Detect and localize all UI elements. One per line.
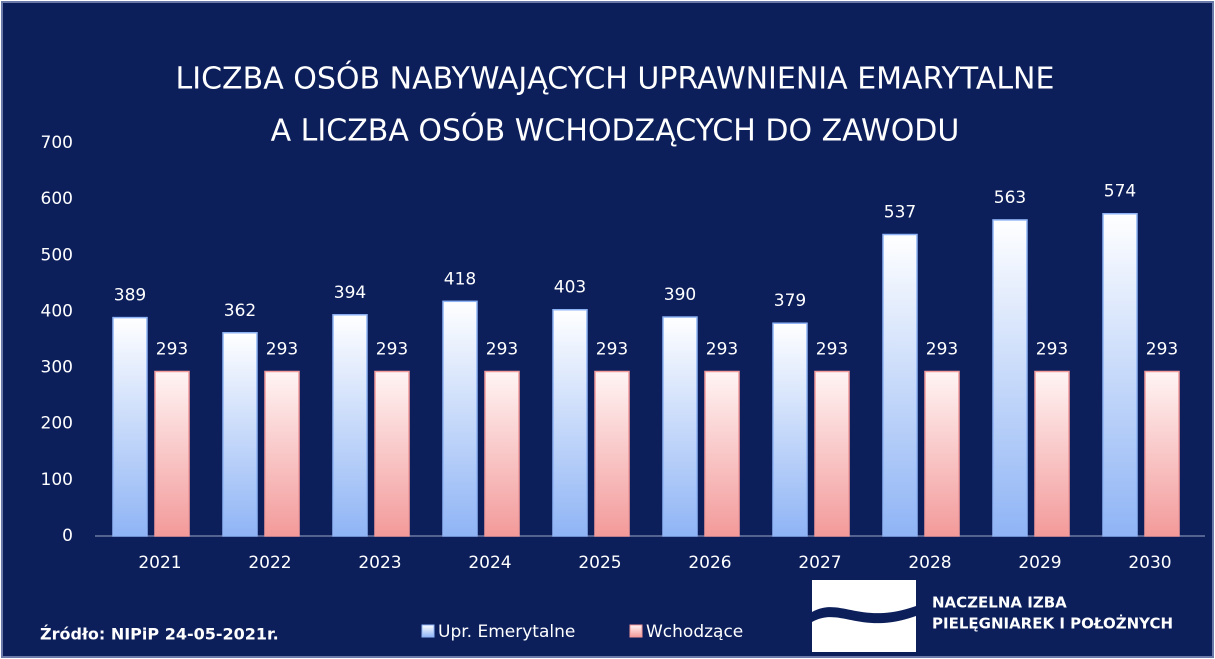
y-tick-label: 200: [41, 414, 73, 434]
chart-title: LICZBA OSÓB NABYWAJĄCYCH UPRAWNIENIA EMA…: [176, 60, 1055, 97]
bar: [924, 370, 960, 537]
x-tick-label: 2022: [248, 553, 291, 573]
bar: [1102, 212, 1138, 537]
data-label: 293: [266, 340, 298, 360]
bar: [154, 370, 190, 537]
bar: [264, 370, 300, 537]
data-label: 293: [596, 340, 628, 360]
x-tick-label: 2024: [468, 553, 511, 573]
data-label: 574: [1104, 182, 1136, 202]
data-label: 362: [224, 301, 256, 321]
data-label: 293: [156, 340, 188, 360]
data-label: 293: [706, 340, 738, 360]
data-label: 293: [376, 340, 408, 360]
source-note: Źródło: NIPiP 24-05-2021r.: [40, 625, 279, 644]
data-label: 418: [444, 269, 476, 289]
bar: [772, 322, 808, 537]
x-tick-label: 2028: [908, 553, 951, 573]
y-tick-label: 400: [41, 301, 73, 321]
logo: NACZELNA IZBA PIELĘGNIAREK I POŁOŻNYCH: [812, 580, 1173, 652]
x-tick-label: 2025: [578, 553, 621, 573]
x-tick-label: 2030: [1128, 553, 1171, 573]
bar: [442, 300, 478, 537]
bar: [484, 370, 520, 537]
data-label: 293: [1146, 340, 1178, 360]
bar: [704, 370, 740, 537]
x-tick-label: 2026: [688, 553, 731, 573]
y-tick-label: 0: [62, 526, 73, 546]
logo-text: PIELĘGNIAREK I POŁOŻNYCH: [932, 614, 1173, 633]
bar: [222, 332, 258, 537]
bar: [1034, 370, 1070, 537]
bar: [814, 370, 850, 537]
bar: [332, 314, 368, 537]
bar: [594, 370, 630, 537]
data-label: 379: [774, 291, 806, 311]
legend-swatch: [629, 624, 643, 638]
legend-label: Wchodzące: [646, 622, 743, 642]
y-tick-label: 700: [41, 133, 73, 153]
y-tick-label: 100: [41, 470, 73, 490]
data-label: 293: [816, 340, 848, 360]
data-label: 293: [1036, 340, 1068, 360]
chart-title: A LICZBA OSÓB WCHODZĄCYCH DO ZAWODU: [271, 112, 960, 149]
legend-label: Upr. Emerytalne: [438, 622, 575, 642]
x-tick-label: 2027: [798, 553, 841, 573]
bar: [992, 219, 1028, 537]
bar: [1144, 370, 1180, 537]
data-label: 563: [994, 188, 1026, 208]
data-label: 537: [884, 203, 916, 223]
bar: [374, 370, 410, 537]
logo-wave: [812, 606, 916, 624]
bar: [662, 316, 698, 537]
data-label: 293: [926, 340, 958, 360]
logo-text: NACZELNA IZBA: [932, 594, 1067, 612]
x-tick-label: 2029: [1018, 553, 1061, 573]
data-label: 394: [334, 283, 366, 303]
legend-swatch: [421, 624, 435, 638]
bar: [882, 233, 918, 537]
y-tick-label: 300: [41, 358, 73, 378]
bar: [552, 308, 588, 537]
data-label: 293: [486, 340, 518, 360]
y-tick-label: 500: [41, 245, 73, 265]
data-label: 403: [554, 278, 586, 298]
y-tick-label: 600: [41, 189, 73, 209]
data-label: 390: [664, 285, 696, 305]
bar: [112, 316, 148, 537]
x-tick-label: 2021: [138, 553, 181, 573]
data-label: 389: [114, 286, 146, 306]
x-tick-label: 2023: [358, 553, 401, 573]
